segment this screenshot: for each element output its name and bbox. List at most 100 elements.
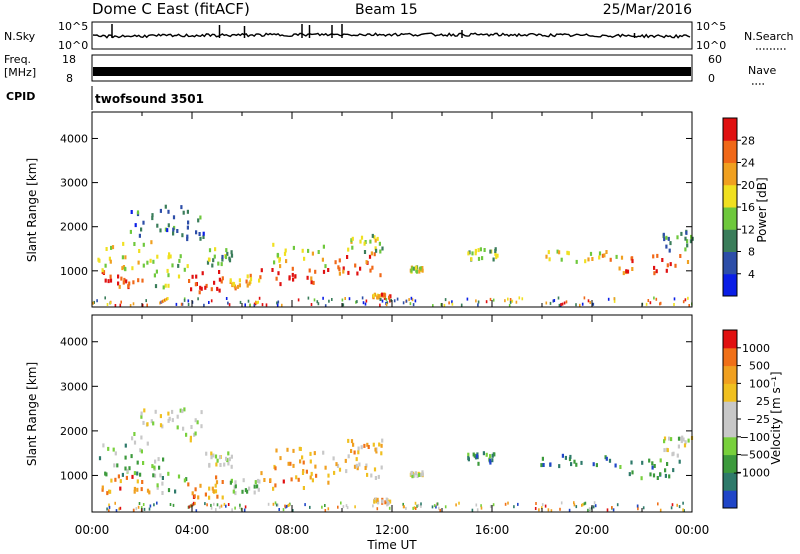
ground-cell <box>215 508 217 512</box>
echo-cell <box>309 451 312 456</box>
echo-cell <box>324 465 327 470</box>
echo-cell <box>194 431 197 436</box>
echo-cluster-4 <box>206 247 234 268</box>
echo-cell <box>491 453 494 458</box>
echo-cell <box>384 500 387 505</box>
ground-cell <box>513 505 515 509</box>
echo-cell <box>366 442 369 447</box>
echo-cell <box>545 254 548 259</box>
ground-cell <box>647 299 650 302</box>
echo-cell <box>477 256 481 261</box>
echo-cell <box>389 294 392 299</box>
echo-cell <box>152 259 155 264</box>
echo-cell <box>277 271 280 276</box>
echo-cell <box>419 473 422 477</box>
ground-cell <box>412 303 415 307</box>
y-tick-label: 3000 <box>60 380 88 393</box>
echo-cell <box>649 472 652 477</box>
echo-cell <box>213 280 216 285</box>
echo-cell <box>299 447 302 451</box>
echo-cell <box>685 230 688 235</box>
colorbar-swatch <box>723 118 737 141</box>
ground-cell <box>119 303 122 307</box>
colorbar-swatch <box>723 365 737 384</box>
ground-cell <box>247 299 250 303</box>
ground-cell <box>239 503 241 507</box>
echo-cell <box>547 250 550 255</box>
echo-cell <box>186 237 189 242</box>
ground-cell <box>535 502 537 505</box>
ground-cell <box>592 505 595 509</box>
echo-cell <box>663 439 666 444</box>
ground-cell <box>471 508 474 512</box>
ground-cell <box>175 302 178 306</box>
echo-cell <box>652 473 656 478</box>
echo-cell <box>683 443 687 448</box>
echo-cell <box>347 270 350 275</box>
echo-cell <box>672 451 675 456</box>
echo-cell <box>375 248 378 253</box>
echo-cell <box>370 473 373 478</box>
echo-cell <box>689 239 692 244</box>
echo-cell <box>570 462 573 467</box>
ground-cell <box>149 504 152 508</box>
echo-cell <box>274 466 277 471</box>
echo-cell <box>195 230 198 235</box>
ground-cell <box>148 507 151 511</box>
echo-cell <box>377 474 380 479</box>
echo-cell <box>666 462 669 466</box>
echo-cell <box>166 228 169 233</box>
echo-cell <box>129 229 132 234</box>
echo-cell <box>662 232 665 237</box>
echo-cell <box>665 268 668 273</box>
ground-cell <box>444 298 447 302</box>
echo-cell <box>187 482 190 487</box>
echo-cell <box>676 235 679 240</box>
nave-tick-bottom: 0 <box>708 72 715 85</box>
ground-cell <box>355 300 357 304</box>
ground-cell <box>458 501 460 505</box>
echo-cluster-12 <box>409 265 424 274</box>
echo-cell <box>171 409 174 414</box>
echo-cell <box>378 442 381 447</box>
echo-cell <box>376 497 379 502</box>
echo-cluster-1 <box>98 443 154 477</box>
echo-cell <box>292 245 295 250</box>
velocity-x-ticks <box>91 315 693 512</box>
ground-cell <box>132 302 135 306</box>
echo-cell <box>313 451 316 456</box>
ground-cell <box>594 504 597 508</box>
echo-cell <box>168 252 171 257</box>
echo-cell <box>101 485 104 490</box>
echo-cell <box>291 272 294 277</box>
echo-cell <box>104 278 107 283</box>
echo-cell <box>311 251 314 256</box>
echo-cell <box>285 259 288 264</box>
ground-cell <box>265 303 268 307</box>
nsky-line <box>92 32 691 39</box>
echo-cell <box>674 263 677 268</box>
echo-cell <box>181 233 184 238</box>
echo-cell <box>172 231 175 236</box>
echo-cell <box>587 257 590 262</box>
echo-cell <box>190 287 193 292</box>
echo-cluster-6 <box>260 469 330 491</box>
echo-cell <box>310 280 313 285</box>
ground-cell <box>575 505 578 509</box>
ground-cell <box>324 504 326 507</box>
ground-cell <box>579 303 581 307</box>
echo-cell <box>365 463 368 468</box>
echo-cell <box>177 263 180 268</box>
ground-cell <box>156 501 158 505</box>
echo-cell <box>680 439 683 444</box>
echo-cell <box>248 281 251 286</box>
echo-cell <box>133 489 136 494</box>
time-tick-label: 12:00 <box>375 523 410 537</box>
echo-cell <box>626 269 630 274</box>
ground-cell <box>225 504 227 508</box>
freq-panel <box>91 54 693 82</box>
echo-cell <box>271 268 274 272</box>
echo-cell <box>141 480 144 484</box>
echo-cell <box>210 451 213 456</box>
echo-cluster-13 <box>467 451 496 466</box>
